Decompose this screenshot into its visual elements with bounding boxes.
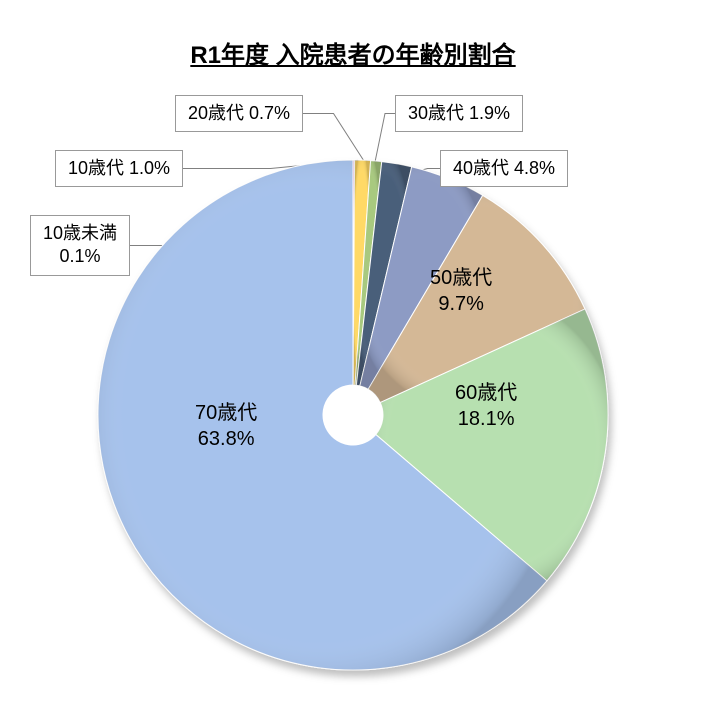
pie-slices <box>98 160 608 670</box>
label-60歳代: 60歳代18.1% <box>455 380 517 432</box>
label-10歳未満: 10歳未満0.1% <box>30 215 130 276</box>
donut-hole <box>323 385 383 445</box>
leader-30歳代 <box>375 114 395 163</box>
label-20歳代: 20歳代 0.7% <box>175 95 303 132</box>
label-10歳代: 10歳代 1.0% <box>55 150 183 187</box>
label-50歳代: 50歳代9.7% <box>430 265 492 317</box>
leader-20歳代 <box>303 114 364 162</box>
label-40歳代: 40歳代 4.8% <box>440 150 568 187</box>
pie-svg <box>0 0 706 701</box>
chart-container: R1年度 入院患者の年齢別割合 10歳未満0.1%10歳代 1.0%20歳代 0… <box>0 0 706 701</box>
label-70歳代: 70歳代63.8% <box>195 400 257 452</box>
label-30歳代: 30歳代 1.9% <box>395 95 523 132</box>
